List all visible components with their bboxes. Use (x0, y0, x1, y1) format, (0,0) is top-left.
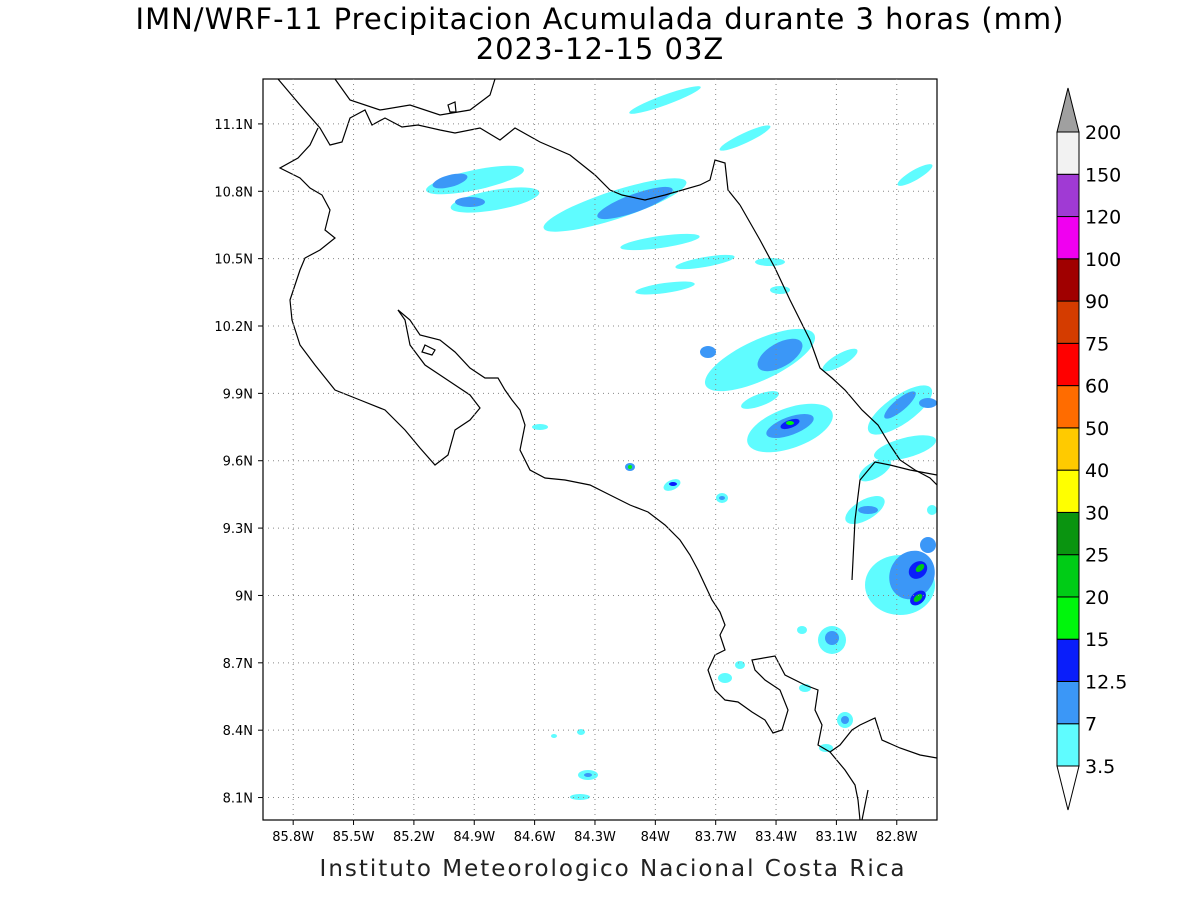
colorbar-label: 100 (1085, 249, 1121, 271)
colorbar-swatch (1056, 216, 1080, 260)
plot-frame (262, 78, 938, 821)
y-tick-label: 11.1N (214, 118, 253, 133)
colorbar-label: 50 (1085, 418, 1109, 440)
y-tick-label: 9N (235, 589, 253, 604)
footer-credit: Instituto Meteorologico Nacional Costa R… (319, 856, 907, 882)
colorbar-swatch (1056, 300, 1080, 344)
colorbar-swatch (1056, 596, 1080, 640)
colorbar-label: 150 (1085, 164, 1121, 186)
map-subtitle: 2023-12-15 03Z (475, 32, 725, 66)
y-tick-label: 9.6N (223, 455, 253, 470)
colorbar-label: 120 (1085, 207, 1121, 229)
colorbar-label: 25 (1085, 545, 1109, 567)
colorbar-swatch (1056, 173, 1080, 218)
y-tick-label: 10.8N (214, 185, 253, 200)
x-tick-label: 83.1W (815, 830, 857, 845)
colorbar-label: 30 (1085, 502, 1109, 524)
colorbar-label: 7 (1085, 714, 1097, 736)
colorbar-label: 20 (1085, 587, 1109, 609)
colorbar-swatch (1056, 342, 1080, 387)
colorbar-swatch (1056, 131, 1080, 175)
colorbar-swatch (1056, 554, 1080, 598)
longitude-ticks: 85.8W 85.5W 85.2W 84.9W 84.6W 84.3W 84W 83.7W 83… (272, 820, 918, 845)
y-tick-label: 8.4N (223, 724, 253, 739)
x-tick-label: 84.9W (453, 830, 495, 845)
colorbar-swatch (1056, 723, 1080, 767)
colorbar-swatch (1056, 469, 1080, 513)
colorbar-swatch (1056, 258, 1080, 302)
colorbar-swatch (1056, 385, 1080, 429)
colorbar-swatch (1056, 427, 1080, 471)
y-tick-label: 10.2N (214, 320, 253, 335)
x-tick-label: 84.6W (514, 830, 556, 845)
colorbar-swatch (1056, 511, 1080, 556)
colorbar-low-triangle (1056, 765, 1080, 811)
colorbar-label: 90 (1085, 291, 1109, 313)
latitude-ticks: 8.1N 8.4N 8.7N 9N 9.3N 9.6N 9.9N 10.2N 10.5N 10.8… (214, 118, 263, 807)
colorbar-swatch (1056, 680, 1080, 725)
colorbar-label: 40 (1085, 460, 1109, 482)
colorbar-label: 60 (1085, 376, 1109, 398)
colorbar-label: 200 (1085, 122, 1121, 144)
y-tick-label: 9.9N (223, 387, 253, 402)
lat-lon-grid (263, 79, 937, 820)
x-tick-label: 83.7W (695, 830, 737, 845)
map-title: IMN/WRF-11 Precipitacion Acumulada duran… (135, 2, 1065, 36)
coastline-borders (277, 79, 937, 820)
x-tick-label: 82.8W (876, 830, 918, 845)
x-tick-label: 85.8W (272, 830, 314, 845)
y-tick-label: 10.5N (214, 253, 253, 268)
colorbar-label: 15 (1085, 629, 1109, 651)
x-tick-label: 84.3W (574, 830, 616, 845)
colorbar-swatch (1056, 638, 1080, 682)
colorbar-high-triangle (1056, 87, 1080, 133)
y-tick-label: 8.7N (223, 657, 253, 672)
x-tick-label: 85.5W (333, 830, 375, 845)
x-tick-label: 83.4W (755, 830, 797, 845)
colorbar-label: 75 (1085, 333, 1109, 355)
x-tick-label: 84W (641, 830, 671, 845)
colorbar: 3.5 7 12.5 15 20 25 30 40 50 60 75 90 100 120 150 200 (1056, 87, 1127, 811)
x-tick-label: 85.2W (393, 830, 435, 845)
y-tick-label: 9.3N (223, 522, 253, 537)
y-tick-label: 8.1N (223, 792, 253, 807)
colorbar-label: 3.5 (1085, 756, 1115, 778)
colorbar-label: 12.5 (1085, 671, 1127, 693)
